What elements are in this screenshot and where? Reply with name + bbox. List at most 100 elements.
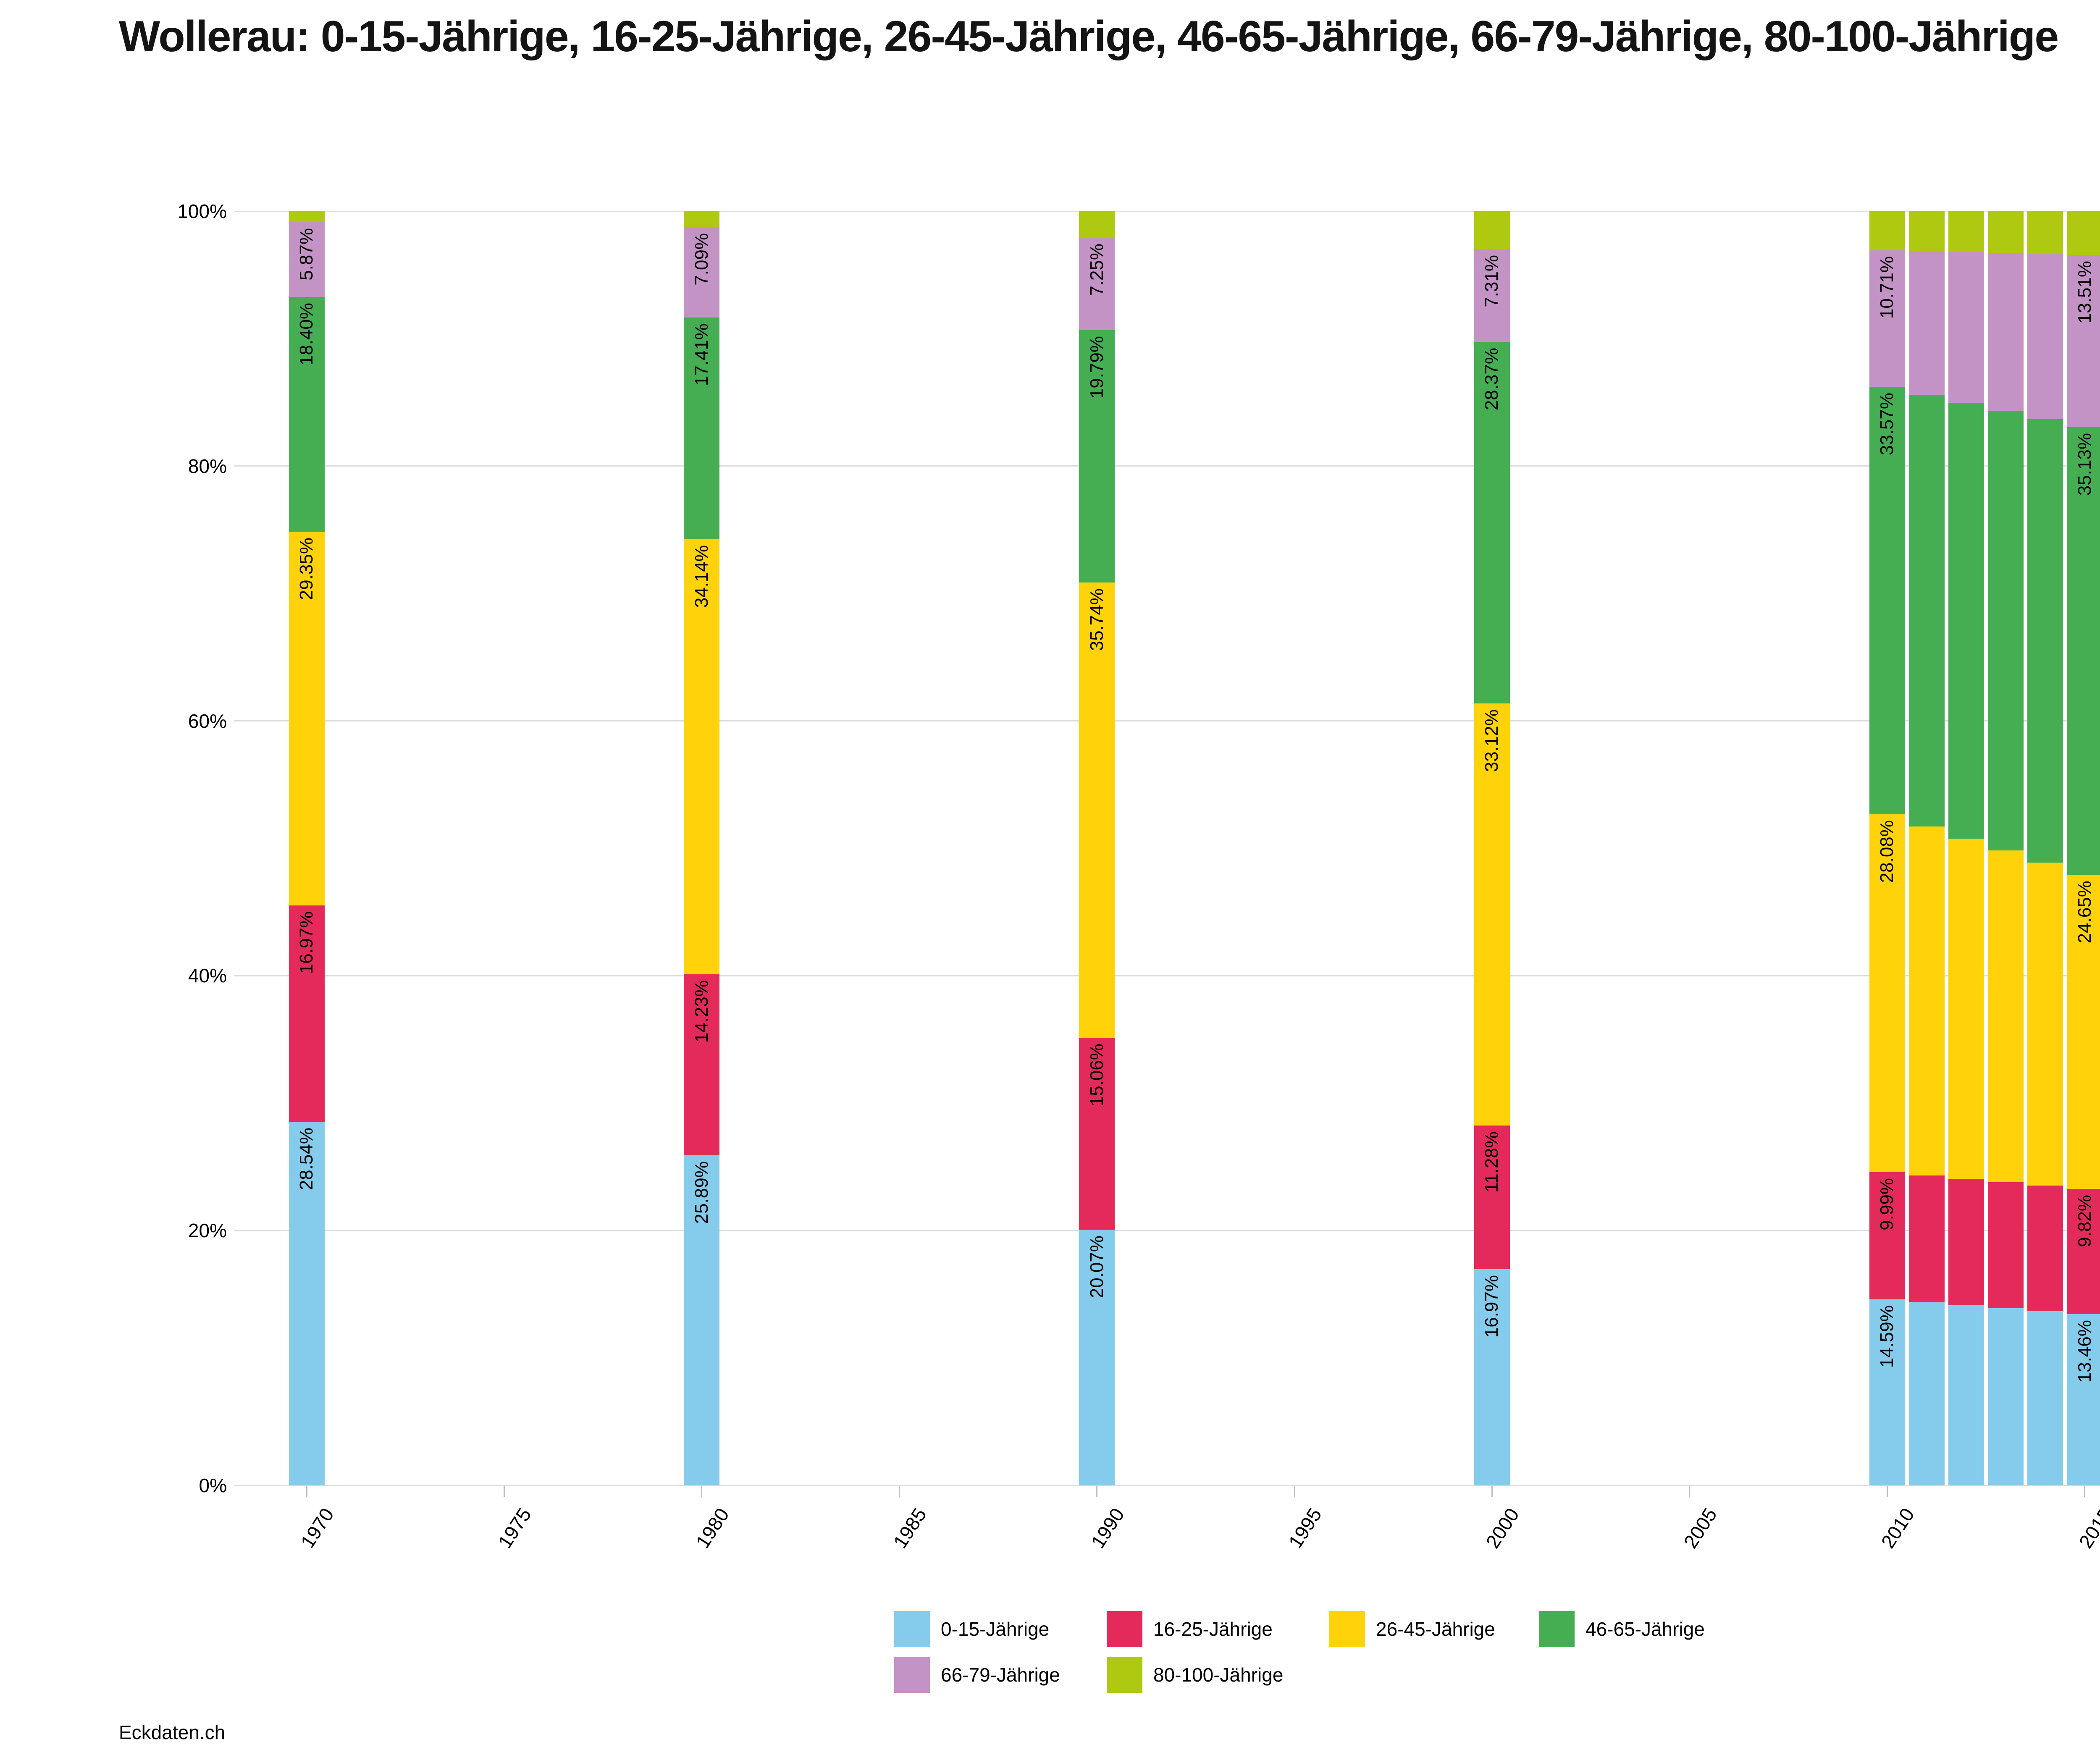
x-axis-tick xyxy=(1886,1486,1888,1497)
bar-segment xyxy=(289,531,325,906)
gridline xyxy=(234,1230,2100,1231)
legend-label: 0-15-Jährige xyxy=(941,1618,1050,1640)
chart-title: Wollerau: 0-15-Jährige, 16-25-Jährige, 2… xyxy=(119,12,2059,61)
bar-segment xyxy=(684,317,720,539)
legend-swatch xyxy=(1329,1611,1365,1647)
bar-segment xyxy=(1869,1172,1905,1300)
legend-item: 46-65-Jährige xyxy=(1539,1611,1705,1647)
legend-item: 66-79-Jährige xyxy=(894,1657,1060,1693)
bar-segment xyxy=(1908,826,1945,1176)
legend-label: 26-45-Jährige xyxy=(1376,1618,1495,1640)
bar-segment xyxy=(1079,238,1115,331)
bar-segment xyxy=(1987,211,2024,253)
bar-segment xyxy=(1869,814,1905,1173)
legend-swatch xyxy=(1107,1657,1142,1693)
bar-segment xyxy=(2067,255,2100,427)
bar-segment xyxy=(289,905,325,1122)
x-axis-tick xyxy=(1491,1486,1493,1497)
legend-label: 66-79-Jährige xyxy=(941,1664,1060,1686)
y-tick-label: 100% xyxy=(177,200,227,222)
bar-segment xyxy=(289,211,325,223)
bar-segment xyxy=(1948,403,1984,839)
bar-segment xyxy=(1908,1302,1945,1485)
legend-label: 80-100-Jährige xyxy=(1153,1664,1284,1686)
bar-segment xyxy=(1869,211,1905,250)
legend-item: 80-100-Jährige xyxy=(1107,1657,1283,1693)
bar-segment xyxy=(1474,1269,1510,1485)
site-attribution: Eckdaten.ch xyxy=(119,1721,226,1743)
x-axis-tick xyxy=(503,1486,505,1497)
legend-swatch xyxy=(1107,1611,1142,1647)
legend-swatch xyxy=(1539,1611,1575,1647)
bar-segment xyxy=(1079,1038,1115,1230)
x-axis-tick xyxy=(898,1486,900,1497)
bar-segment xyxy=(1908,1175,1945,1303)
y-tick-label: 40% xyxy=(188,965,227,987)
bar-segment xyxy=(1079,330,1115,582)
x-axis-tick xyxy=(1689,1486,1690,1497)
legend-item: 16-25-Jährige xyxy=(1107,1611,1273,1647)
y-tick-label: 20% xyxy=(188,1220,227,1242)
bar-segment xyxy=(2027,419,2063,863)
bar-segment xyxy=(2027,211,2063,254)
bar-segment xyxy=(2027,1311,2063,1485)
bar-segment xyxy=(1869,1299,1905,1485)
y-tick-label: 60% xyxy=(188,710,227,732)
bar-segment xyxy=(1869,386,1905,815)
bar-segment xyxy=(1079,582,1115,1038)
bar-segment xyxy=(2067,874,2100,1189)
bar-segment xyxy=(289,1122,325,1485)
gridline xyxy=(234,720,2100,722)
legend-label: 16-25-Jährige xyxy=(1153,1618,1273,1640)
x-axis-tick xyxy=(1096,1486,1098,1497)
legend-label: 46-65-Jährige xyxy=(1586,1618,1705,1640)
bar-segment xyxy=(1948,211,1984,252)
bar-segment xyxy=(1987,1308,2024,1485)
bar-segment xyxy=(1869,250,1905,387)
bar-segment xyxy=(684,539,720,974)
bar-segment xyxy=(2067,1314,2100,1485)
bar-segment xyxy=(289,297,325,532)
bar-segment xyxy=(1948,252,1984,403)
bar-segment xyxy=(684,1155,720,1485)
bar-segment xyxy=(2067,211,2100,255)
gridline xyxy=(234,210,2100,212)
bar-segment xyxy=(1908,211,1945,252)
bar-segment xyxy=(1987,850,2024,1182)
bar-segment xyxy=(1948,838,1984,1179)
legend-swatch xyxy=(894,1657,930,1693)
bar-segment xyxy=(1987,411,2024,851)
bar-segment xyxy=(684,227,720,317)
bar-segment xyxy=(2067,427,2100,875)
bar-segment xyxy=(1079,211,1115,238)
x-axis-tick xyxy=(2084,1486,2086,1497)
bar-segment xyxy=(1474,249,1510,342)
x-axis-tick xyxy=(701,1486,703,1497)
bar-segment xyxy=(289,222,325,297)
legend-item: 26-45-Jährige xyxy=(1329,1611,1495,1647)
legend-item: 0-15-Jährige xyxy=(894,1611,1049,1647)
bar-segment xyxy=(1908,395,1945,827)
bar-segment xyxy=(1987,1182,2024,1308)
bar-segment xyxy=(2027,1185,2063,1311)
bar-segment xyxy=(1948,1179,1984,1305)
bar-segment xyxy=(1474,211,1510,249)
x-axis-tick xyxy=(306,1486,307,1497)
gridline xyxy=(234,1485,2100,1486)
gridline xyxy=(234,975,2100,976)
bar-segment xyxy=(2027,254,2063,419)
legend-swatch xyxy=(894,1611,930,1647)
bar-segment xyxy=(684,974,720,1156)
bar-segment xyxy=(1474,703,1510,1126)
y-tick-label: 0% xyxy=(199,1475,227,1496)
bar-segment xyxy=(1987,253,2024,411)
bar-segment xyxy=(1474,1125,1510,1270)
bar-segment xyxy=(1948,1305,1984,1485)
y-tick-label: 80% xyxy=(188,455,227,477)
bar-segment xyxy=(1079,1230,1115,1485)
bar-segment xyxy=(684,211,720,227)
bar-segment xyxy=(1908,251,1945,395)
